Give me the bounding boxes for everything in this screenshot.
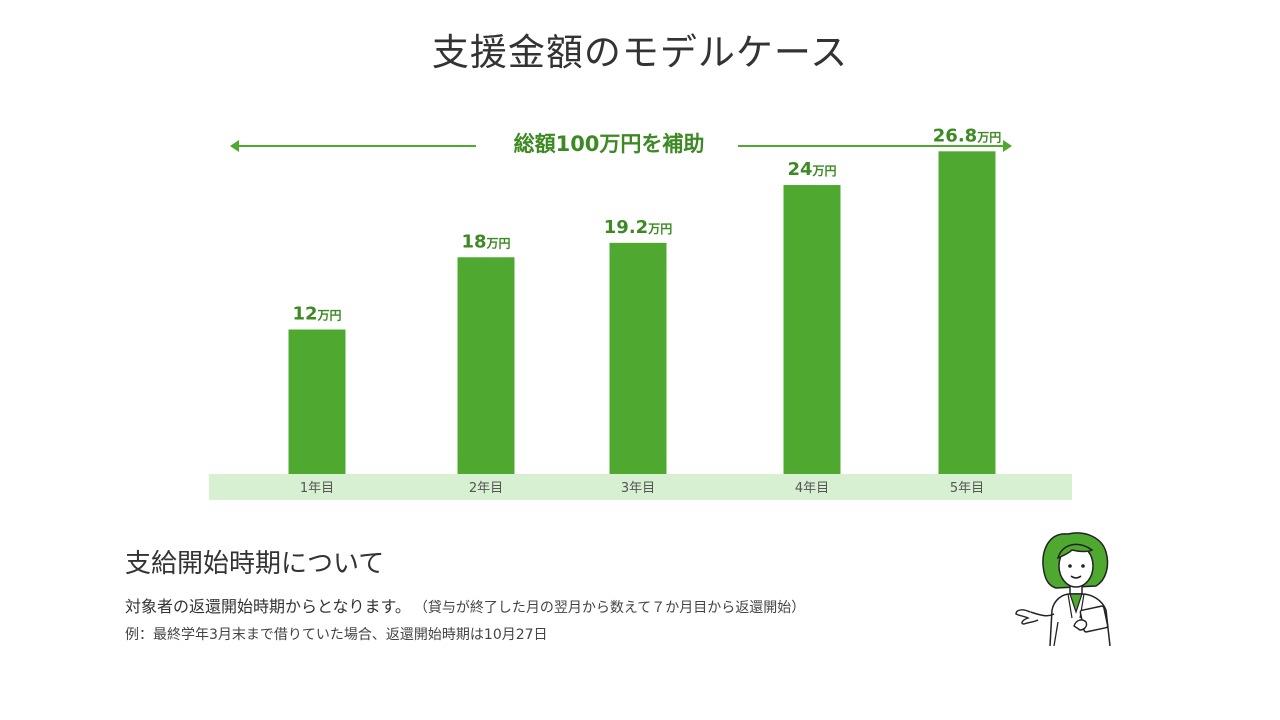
x-tick-label: 4年目 [795, 481, 829, 496]
x-tick-label: 2年目 [469, 481, 503, 496]
description: 対象者の返還開始時期からとなります。 （貸与が終了した月の翌月から数えて７か月目か… [125, 593, 805, 617]
presenter-woman-icon [1015, 532, 1111, 647]
x-tick-label: 5年目 [950, 481, 984, 496]
data-label: 26.8万円 [933, 125, 1001, 146]
arrow-right-icon [1003, 140, 1012, 152]
x-tick-label: 1年目 [300, 481, 334, 496]
bar [609, 242, 667, 474]
bar [288, 329, 346, 474]
data-label: 19.2万円 [604, 217, 672, 238]
bar [783, 185, 841, 475]
total-label: 総額100万円を補助 [513, 132, 705, 156]
data-label: 18万円 [461, 231, 510, 252]
data-label: 12万円 [292, 304, 341, 325]
section-heading: 支給開始時期について [125, 549, 385, 579]
arrow-left-line [236, 145, 476, 147]
bar-chart: 12万円 1年目 18万円 2年目 19.2万円 3年目 24万円 4年目 26.8万円 5年目 [209, 125, 1072, 500]
x-tick-label: 3年目 [621, 481, 655, 496]
bar [938, 151, 996, 474]
description-note: （貸与が終了した月の翌月から数えて７か月目から返還開始） [420, 600, 806, 616]
arrow-left-icon [230, 140, 239, 152]
example-text: 例：最終学年3月末まで借りていた場合、返還開始時期は10月27日 [125, 627, 548, 643]
data-label: 24万円 [787, 159, 836, 180]
x-axis-band [209, 474, 1072, 500]
page-title: 支援金額のモデルケース [431, 31, 849, 74]
description-main: 対象者の返還開始時期からとなります。 [125, 597, 411, 616]
total-banner: 総額100万円を補助 [230, 126, 1012, 162]
arrow-right-line [738, 145, 1006, 147]
bar [457, 257, 515, 474]
